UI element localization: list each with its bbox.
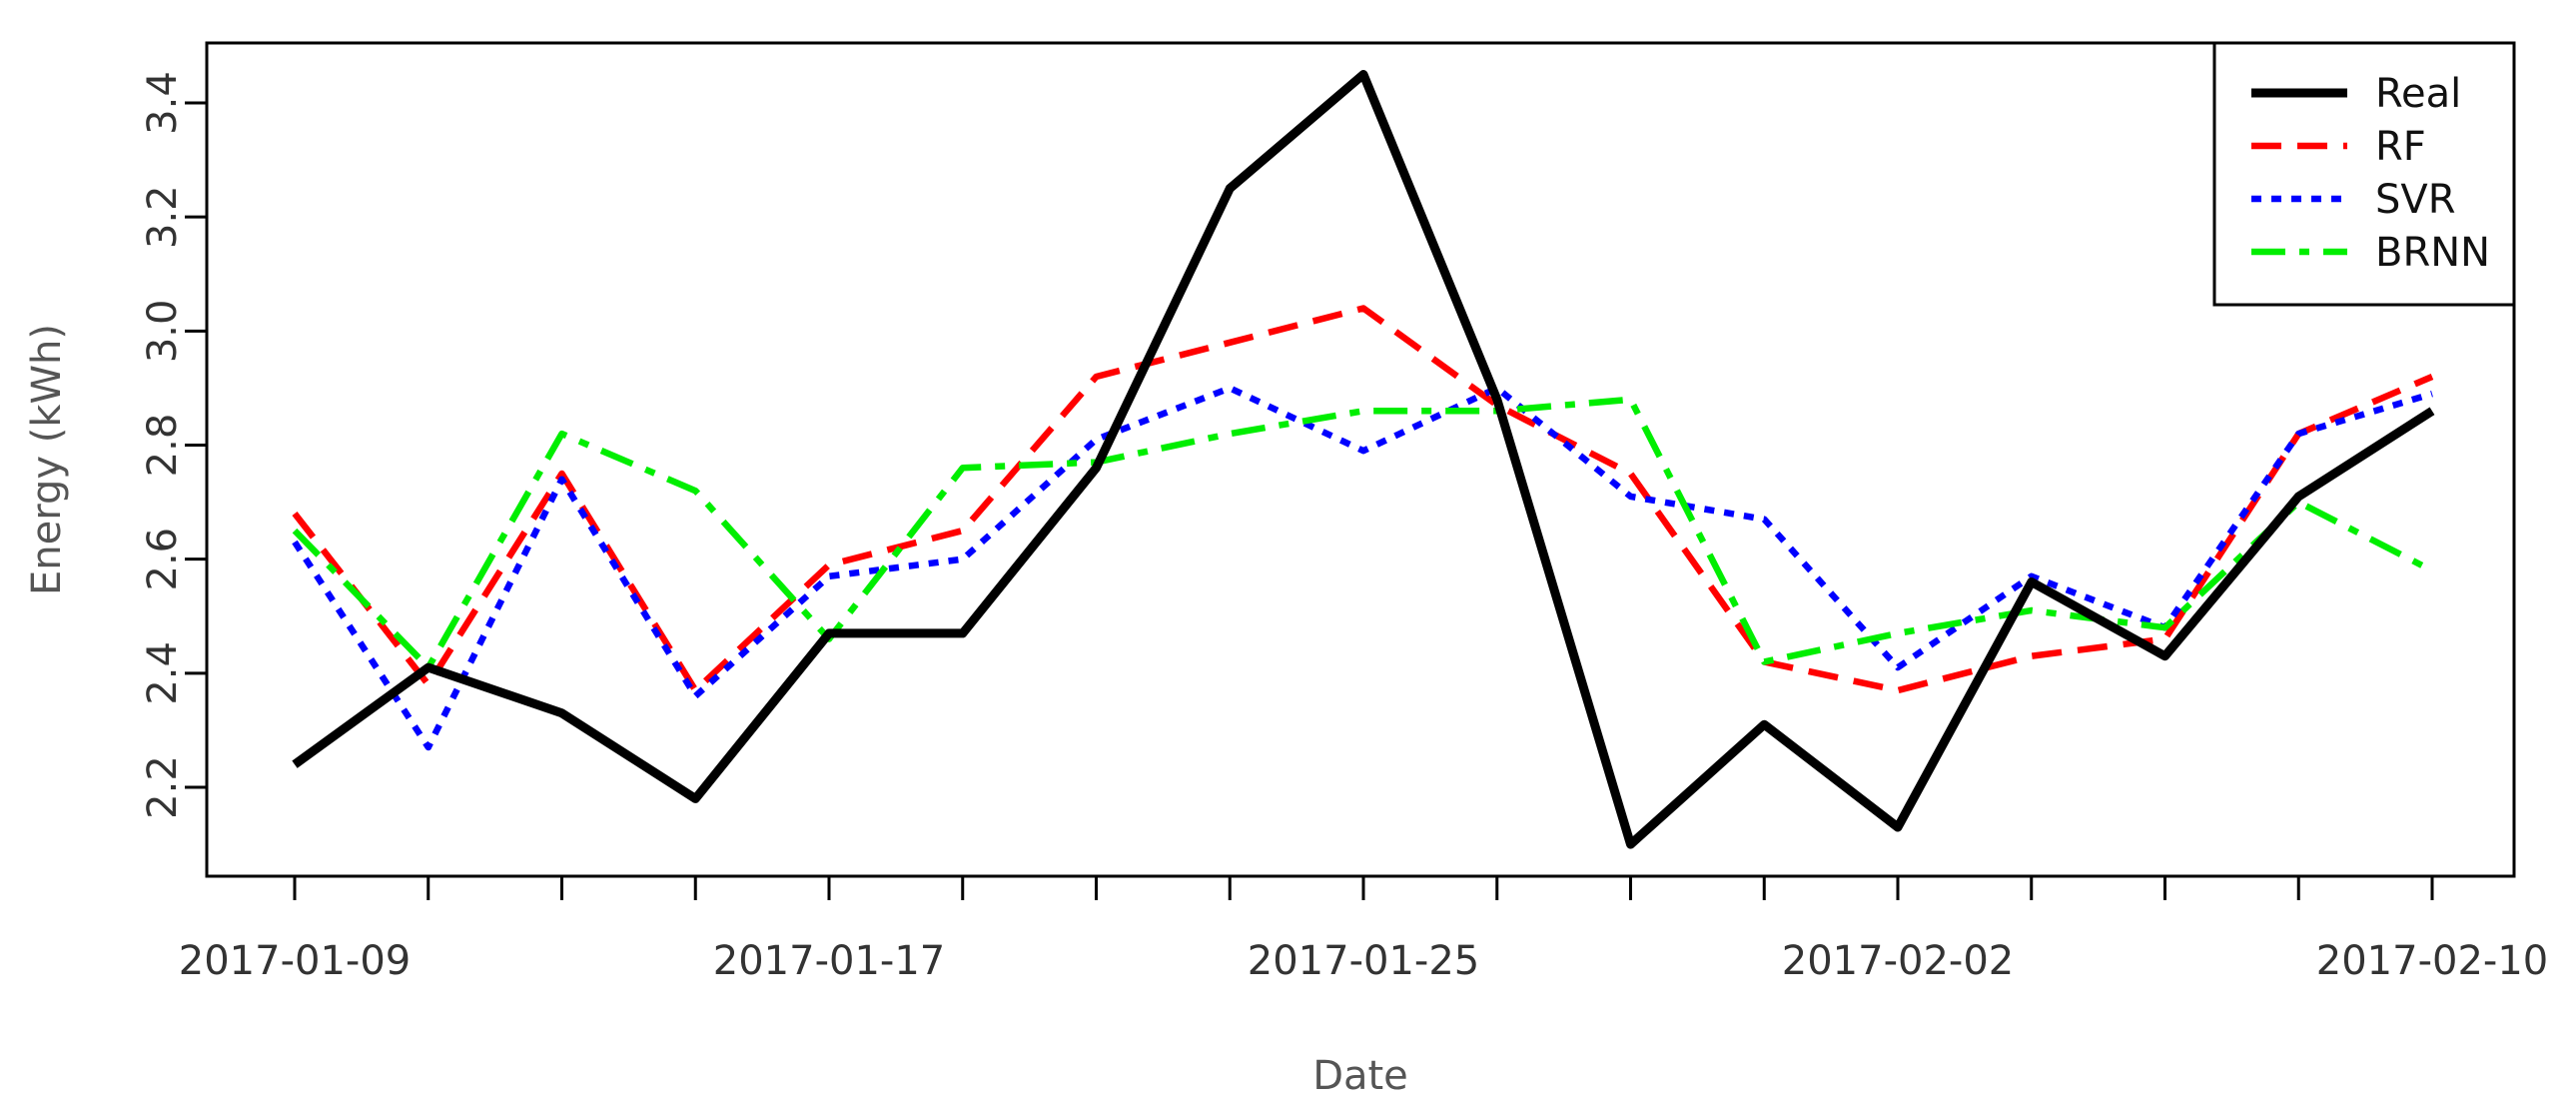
series-line-real (292, 70, 2435, 849)
x-tick-label: 2017-01-17 (713, 938, 945, 984)
y-tick-label: 2.8 (140, 414, 186, 478)
y-tick-label: 3.2 (140, 185, 186, 249)
series-lines (292, 70, 2435, 849)
y-axis-title: Energy (kWh) (24, 324, 70, 595)
x-axis-title: Date (1312, 1053, 1408, 1099)
y-tick-label: 3.4 (140, 71, 186, 135)
series-line-svr (292, 385, 2433, 751)
series-line-rf (292, 305, 2434, 694)
x-tick-label: 2017-01-09 (179, 938, 411, 984)
legend: Real RF SVR BRNN (2212, 41, 2516, 307)
legend-label-brnn: BRNN (2375, 230, 2490, 276)
legend-box (2212, 41, 2516, 307)
x-tick-label: 2017-02-02 (1782, 938, 2014, 984)
x-tick-label: 2017-02-10 (2316, 938, 2548, 984)
y-axis: 2.2 2.4 2.6 2.8 3.0 3.2 3.4 (140, 71, 207, 819)
y-tick-label: 2.4 (140, 641, 186, 705)
legend-label-svr: SVR (2375, 177, 2456, 223)
y-tick-label: 2.2 (140, 755, 186, 819)
series-line-brnn (292, 396, 2434, 671)
y-tick-label: 2.6 (140, 528, 186, 591)
legend-label-real: Real (2375, 71, 2461, 117)
legend-label-rf: RF (2375, 124, 2426, 170)
x-axis: 2017-01-09 2017-01-17 2017-01-25 2017-02-02… (179, 876, 2548, 984)
y-tick-label: 3.0 (140, 300, 186, 364)
plot-frame (205, 41, 2516, 878)
x-tick-label: 2017-01-25 (1248, 938, 1479, 984)
